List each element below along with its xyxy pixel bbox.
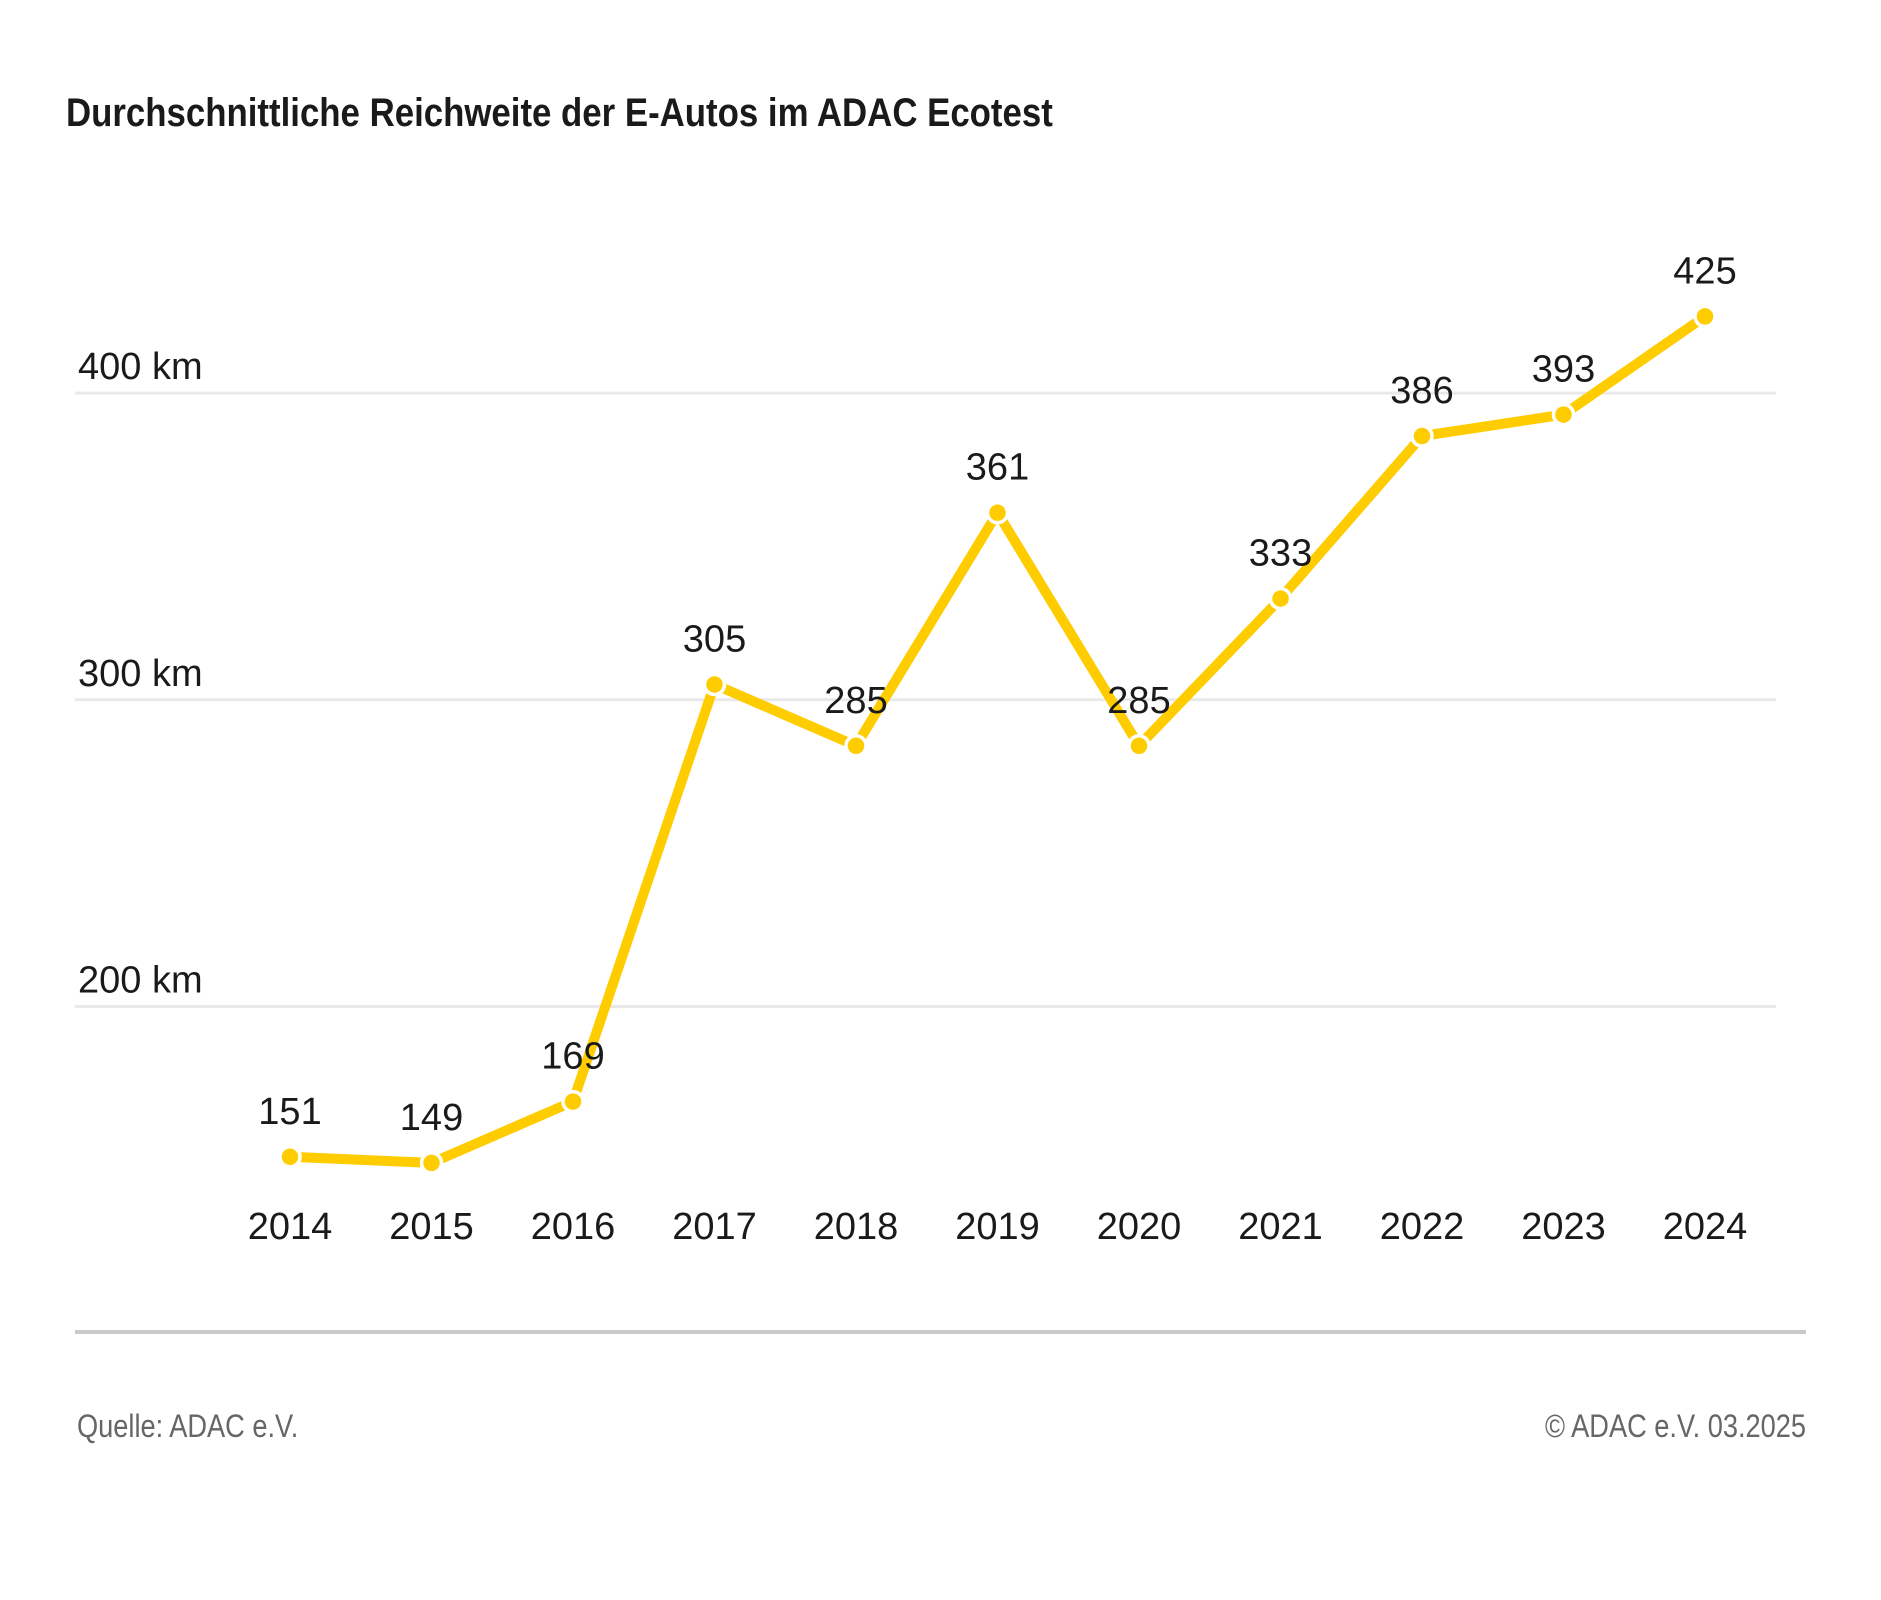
data-point-label: 305	[683, 618, 746, 660]
footer-divider	[75, 1330, 1806, 1334]
x-axis-tick-label: 2021	[1238, 1206, 1323, 1248]
data-point	[561, 1089, 585, 1114]
range-line	[285, 311, 1710, 1168]
y-axis-tick-label: 300 km	[78, 653, 203, 695]
data-point	[278, 1145, 302, 1169]
x-axis-tick-label: 2016	[531, 1206, 616, 1248]
line-chart: 200 km 300 km 400 km 151 149 169 305 285 361 285 3…	[75, 250, 1776, 1248]
data-point	[1127, 734, 1151, 758]
data-point	[702, 672, 727, 697]
y-axis-tick-label: 400 km	[78, 346, 203, 388]
data-point	[1693, 304, 1717, 329]
x-axis-tick-label: 2017	[672, 1206, 757, 1248]
x-axis-tick-label: 2018	[814, 1206, 899, 1248]
data-point	[844, 734, 868, 758]
chart-title: Durchschnittliche Reichweite der E-Autos…	[66, 91, 1053, 135]
data-point-label: 425	[1673, 250, 1736, 292]
x-axis-tick-label: 2014	[248, 1206, 333, 1248]
data-point-label: 151	[258, 1091, 321, 1133]
data-point	[1410, 424, 1434, 448]
data-point-label: 169	[541, 1036, 604, 1078]
y-axis-tick-label: 200 km	[78, 960, 203, 1002]
x-axis-tick-label: 2023	[1521, 1206, 1606, 1248]
copyright-note: © ADAC e.V. 03.2025	[1545, 1408, 1806, 1444]
x-axis-tick-label: 2022	[1380, 1206, 1465, 1248]
data-point	[1268, 586, 1293, 611]
data-point-label: 361	[966, 447, 1029, 489]
x-axis-tick-label: 2020	[1097, 1206, 1182, 1248]
data-point-label: 393	[1532, 349, 1595, 391]
x-axis-tick-label: 2015	[389, 1206, 474, 1248]
data-point-label: 285	[824, 680, 887, 722]
data-point-label: 386	[1390, 370, 1453, 412]
x-axis-tick-label: 2019	[955, 1206, 1040, 1248]
data-point-label: 149	[400, 1097, 463, 1139]
data-point-label: 333	[1249, 533, 1312, 575]
data-point	[1551, 402, 1576, 427]
source-note: Quelle: ADAC e.V.	[77, 1408, 299, 1444]
x-axis-tick-label: 2024	[1663, 1206, 1748, 1248]
data-point	[419, 1151, 444, 1175]
data-point	[985, 500, 1010, 525]
data-point-label: 285	[1107, 680, 1170, 722]
